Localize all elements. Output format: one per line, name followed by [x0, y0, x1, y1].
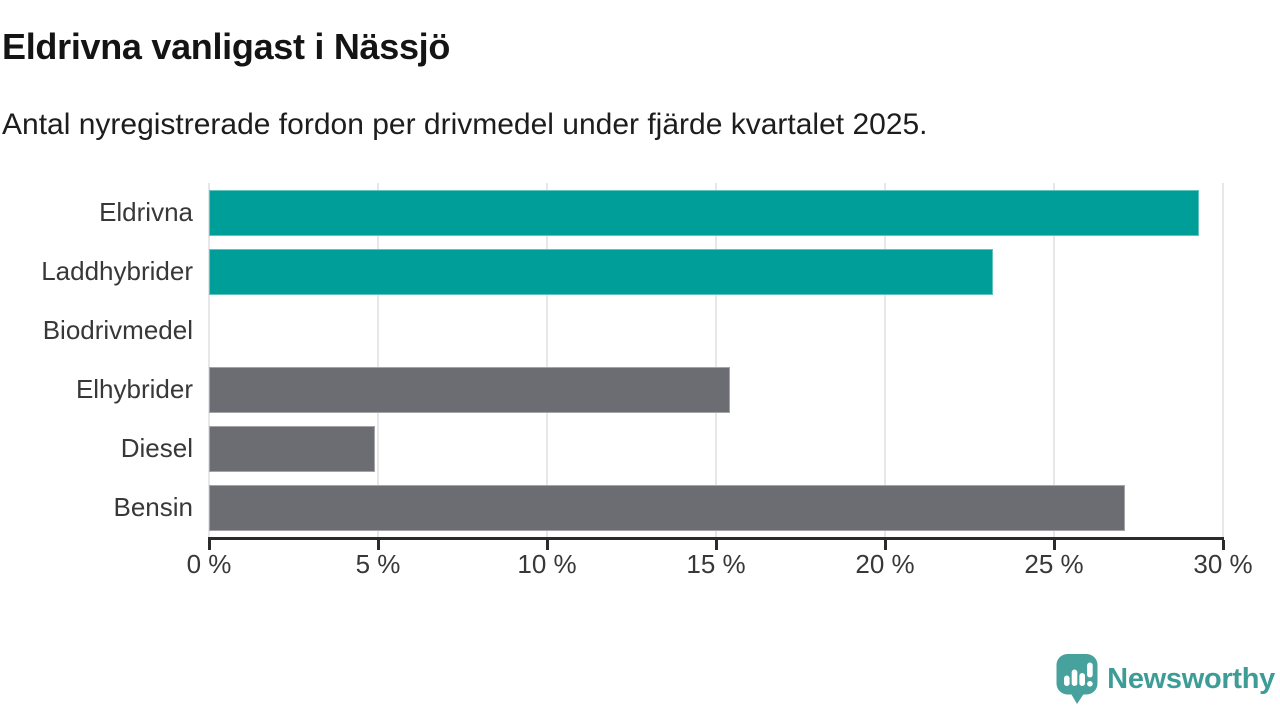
bar-elhybrider — [209, 366, 730, 413]
axis-tick — [714, 540, 718, 550]
axis-tick — [376, 540, 380, 550]
bar-diesel — [209, 425, 375, 472]
gridline — [377, 183, 379, 537]
gridline — [715, 183, 717, 537]
axis-tick-label: 30 % — [1193, 549, 1253, 579]
category-label: Eldrivna — [99, 197, 193, 227]
category-label: Biodrivmedel — [42, 315, 193, 345]
gridline — [884, 183, 886, 537]
axis-tick-label: 25 % — [1024, 549, 1084, 579]
newsworthy-logo-text: Newsworthy — [1107, 662, 1275, 695]
newsworthy-logo-icon — [1056, 654, 1098, 704]
x-axis-line — [208, 537, 1224, 540]
axis-tick — [207, 540, 211, 550]
axis-tick-label: 10 % — [517, 549, 577, 579]
category-label: Diesel — [120, 433, 193, 463]
bar-chart: Eldrivna Laddhybrider Biodrivmedel Elhybrid… — [0, 183, 1253, 579]
gridline — [1053, 183, 1055, 537]
axis-tick — [883, 540, 887, 550]
bar-laddhybrider — [209, 248, 994, 295]
gridline — [1222, 183, 1224, 537]
axis-tick-label: 0 % — [186, 549, 232, 579]
newsworthy-logo: Newsworthy — [1056, 653, 1275, 705]
bar-bensin — [209, 484, 1125, 531]
gridline — [208, 183, 210, 537]
axis-tick — [545, 540, 549, 550]
axis-tick-label: 5 % — [355, 549, 401, 579]
axis-tick-label: 15 % — [686, 549, 746, 579]
plot-area: 0 % 5 % 10 % 15 % 20 % 25 % 30 % — [187, 183, 1253, 579]
axis-tick — [1221, 540, 1225, 550]
category-label: Elhybrider — [75, 374, 193, 404]
bar-eldrivna — [209, 189, 1200, 236]
axis-tick — [1052, 540, 1056, 550]
category-labels: Eldrivna Laddhybrider Biodrivmedel Elhybrid… — [0, 183, 209, 537]
page-title: Eldrivna vanligast i Nässjö — [2, 26, 451, 67]
axis-tick-label: 20 % — [855, 549, 915, 579]
category-label: Laddhybrider — [41, 256, 193, 286]
page-subtitle: Antal nyregistrerade fordon per drivmede… — [2, 108, 928, 141]
category-label: Bensin — [113, 492, 194, 522]
gridline — [546, 183, 548, 537]
